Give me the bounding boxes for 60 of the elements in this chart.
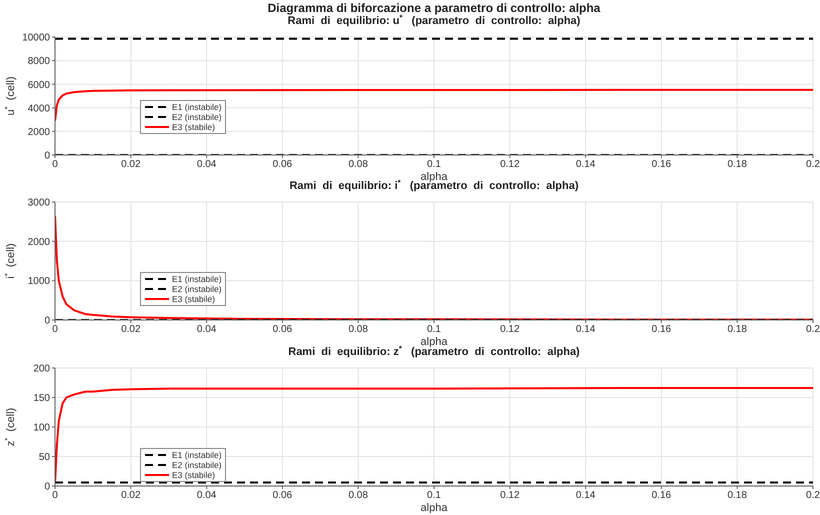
x-tick-label: 0.12 [500,159,520,170]
x-tick-label: 0.04 [196,324,217,336]
text: Diagramma di biforcazione a parametro di controllo: alpha [266,1,602,15]
y-tick-label: 10000 [22,32,50,44]
x-tick-label: 0.04 [196,159,217,170]
x-tick-label: 0 [52,159,58,170]
line-series [55,88,813,122]
x-tick-label: 0.12 [500,324,520,336]
x-tick-label: 0 [52,490,58,502]
x-tick-label: 0.06 [272,159,293,170]
y-tick-label: 150 [33,393,50,404]
x-tick-label: 0.06 [272,490,293,502]
y-tick-label: 8000 [28,56,50,68]
legend-label: E2 (instabile) [172,112,222,122]
x-tick-label: 0.16 [652,159,672,170]
x-tick-label: 0.2 [806,159,820,170]
y-tick-label: 0 [44,316,50,327]
x-tick-label: 0.14 [576,159,596,170]
legend-label: E1 (instabile) [172,274,222,284]
x-tick-label: 0.18 [727,490,748,502]
y-tick-label: 6000 [28,80,50,91]
y-tick-label: 0 [44,150,50,162]
y-tick-label: 50 [38,452,50,464]
x-tick-label: 0.2 [806,324,820,336]
legend-label: E1 (instabile) [172,102,222,112]
legend-label: E3 (stabile) [172,294,215,304]
x-tick-label: 0.04 [196,490,217,502]
x-tick-label: 0.12 [500,490,520,502]
x-tick-label: 0.16 [652,324,672,336]
legend-label: E2 (instabile) [172,284,222,294]
x-tick-label: 0.06 [272,324,293,336]
y-tick-label: 4000 [28,103,50,114]
y-tick-label: 100 [33,422,50,434]
x-tick-label: 0 [52,324,58,336]
x-tick-label: 0.16 [652,490,672,502]
legend-label: E2 (instabile) [172,460,222,470]
x-tick-label: 0.18 [727,324,748,336]
y-tick-label: 3000 [28,198,50,209]
x-tick-label: 0.08 [348,490,368,502]
x-tick-label: 0.14 [576,490,596,502]
x-tick-label: 0.02 [121,490,141,502]
y-tick-label: 1000 [28,276,50,288]
y-tick-label: 2000 [28,126,50,138]
x-tick-label: 0.02 [121,159,141,170]
y-tick-label: 200 [33,364,50,375]
x-tick-label: 0.1 [427,159,442,170]
x-tick-label: 0.02 [121,324,141,336]
x-tick-label: 0.14 [576,324,596,336]
x-tick-label: 0.08 [348,324,368,336]
legend-label: E3 (stabile) [172,470,215,480]
x-tick-label: 0.08 [348,159,368,170]
legend-label: E1 (instabile) [172,450,222,460]
x-tick-label: 0.1 [427,324,442,336]
legend-label: E3 (stabile) [172,122,215,132]
x-axis-title: alpha [420,502,448,514]
y-tick-label: 2000 [28,236,50,248]
y-tick-label: 0 [44,482,50,493]
x-tick-label: 0.1 [427,490,442,502]
x-tick-label: 0.18 [727,159,748,170]
x-tick-label: 0.2 [806,490,820,502]
